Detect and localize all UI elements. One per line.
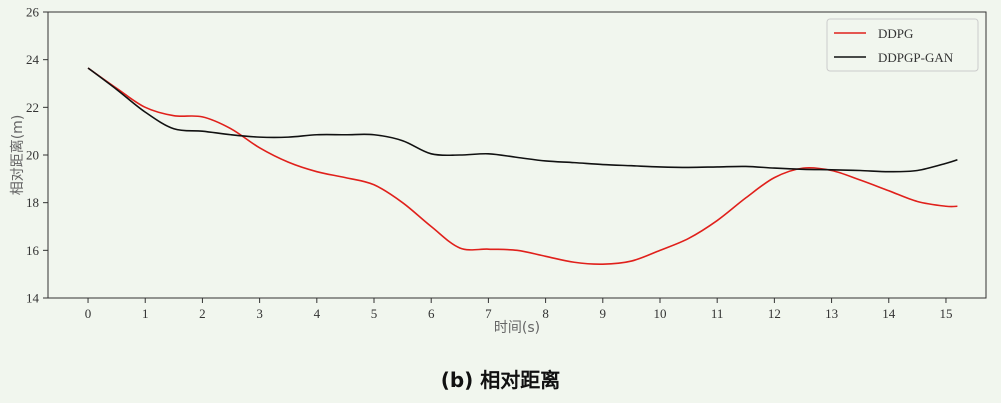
y-tick-label: 20 [26, 148, 39, 163]
x-tick-label: 13 [825, 306, 838, 321]
legend-box [826, 18, 979, 72]
y-tick-label: 18 [26, 195, 39, 210]
legend: DDPG DDPGP-GAN [826, 18, 979, 72]
x-tick-label: 0 [85, 306, 92, 321]
x-tick-label: 8 [542, 306, 549, 321]
y-tick-label: 26 [26, 5, 40, 20]
x-tick-label: 2 [199, 306, 206, 321]
x-tick-label: 14 [882, 306, 896, 321]
x-tick-label: 12 [768, 306, 781, 321]
x-tick-label: 11 [711, 306, 724, 321]
x-tick-label: 5 [371, 306, 378, 321]
lines-layer [87, 67, 958, 265]
y-tick-label: 22 [26, 100, 39, 115]
y-tick-label: 14 [26, 291, 40, 306]
x-tick-label: 9 [600, 306, 607, 321]
legend-label-ddpgp-gan: DDPGP-GAN [878, 50, 954, 65]
y-axis-label: 相对距离(m) [9, 115, 26, 196]
x-tick-label: 10 [653, 306, 666, 321]
x-tick-label: 6 [428, 306, 435, 321]
x-axis-label: 时间(s) [494, 320, 540, 336]
series-line-ddpgp-gan [87, 67, 958, 173]
y-tick-label: 16 [26, 243, 40, 258]
x-tick-label: 3 [256, 306, 263, 321]
x-tick-label: 7 [485, 306, 492, 321]
x-tick-label: 4 [314, 306, 321, 321]
figure-caption: (b) 相对距离 [440, 368, 561, 392]
x-tick-label: 1 [142, 306, 149, 321]
x-tick-label: 15 [939, 306, 952, 321]
y-tick-label: 24 [26, 52, 40, 67]
legend-label-ddpg: DDPG [878, 26, 913, 41]
